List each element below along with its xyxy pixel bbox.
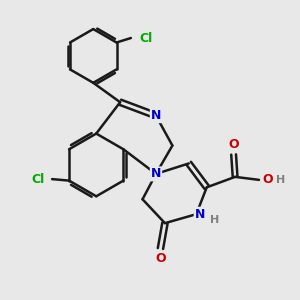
Text: O: O: [228, 138, 239, 152]
Text: N: N: [151, 109, 161, 122]
Text: Cl: Cl: [32, 172, 45, 186]
Text: H: H: [210, 214, 219, 225]
Text: H: H: [276, 175, 285, 185]
Text: N: N: [151, 167, 161, 180]
Text: O: O: [155, 253, 166, 266]
Text: O: O: [262, 173, 273, 186]
Text: N: N: [195, 208, 205, 221]
Text: Cl: Cl: [139, 32, 152, 44]
